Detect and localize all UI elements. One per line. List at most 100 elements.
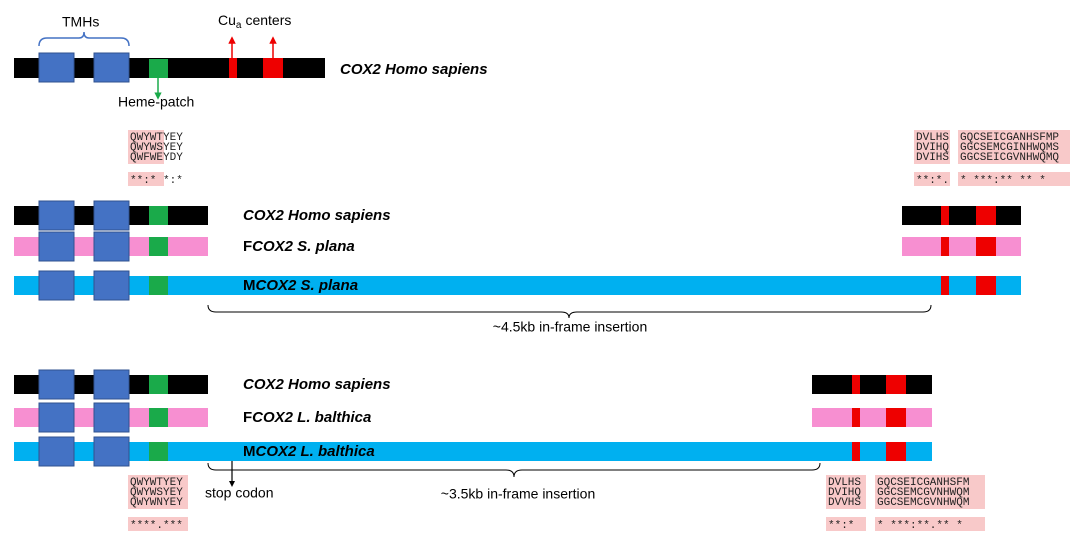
insertion-brace [207,462,821,478]
sequence-line: QWFWEYDY [130,152,183,164]
cu-label: Cua centers [218,12,291,31]
gene-label: FCOX2 S. plana [243,238,355,255]
gene-name: COX2 Homo sapiens [243,207,391,224]
gene-label: MCOX2 L. balthica [243,443,375,460]
heme-patch [149,206,168,225]
gene-name: COX2 L. balthica [256,443,375,460]
sequence-line: DVIHQ [916,142,949,154]
sequence-line: GGCSEICGVNHWQMQ [960,152,1059,164]
tmh-box [38,436,75,467]
tmh-box [38,270,75,301]
tmh-box [38,200,75,231]
sequence-line: GQCSEICGANHSFM [877,477,969,489]
gene-label: MCOX2 S. plana [243,277,358,294]
cu-site [263,58,283,78]
conservation-line: * ***:**.** * [877,520,963,532]
sequence-line: QWYWSYEY [130,487,183,499]
alignment-bg [128,517,188,531]
gene-label: COX2 Homo sapiens [340,61,488,78]
conservation-line: * ***:** ** * [960,175,1046,187]
heme-patch [149,276,168,295]
gene-bar [14,58,325,78]
tmh-box [93,52,130,83]
alignment-bg [826,475,866,509]
tmh-box [93,369,130,400]
tmh-box [93,402,130,433]
heme-patch [149,237,168,256]
heme-label: Heme-patch [118,94,194,110]
conservation-line: **:* *:* [130,175,183,187]
sequence-line: QWYWTYEY [130,132,183,144]
sequence-line: DVIHS [916,152,949,164]
cu-site [852,408,860,427]
heme-patch [149,375,168,394]
gene-bar [902,237,1021,256]
conservation-line: ****.*** [130,520,183,532]
insertion-label: ~3.5kb in-frame insertion [441,486,595,502]
insertion-label: ~4.5kb in-frame insertion [493,319,647,335]
cu-site [886,442,906,461]
gene-prefix: M [243,277,256,294]
cu-site [886,375,906,394]
gene-prefix: M [243,443,256,460]
gene-bar [902,206,1021,225]
tmh-box [93,231,130,262]
gene-prefix: F [243,409,252,426]
cu-site [886,408,906,427]
heme-patch [149,408,168,427]
alignment-bg [914,130,950,164]
stop-label: stop codon [205,485,274,501]
alignment-bg [875,475,985,509]
alignment-bg [128,172,164,186]
alignment-bg [958,130,1070,164]
gene-bar [14,276,1021,295]
gene-bar [812,375,932,394]
sequence-line: GGCSEMCGVNHWQM [877,497,969,509]
tmh-box [93,200,130,231]
sequence-line: GGCSEMCGINHWQMS [960,142,1059,154]
tmh-bracket [38,31,130,47]
sequence-line: QWYWTYEY [130,477,183,489]
cu-site [976,276,996,295]
cu-site [976,206,996,225]
gene-name: COX2 L. balthica [252,409,371,426]
gene-bar [812,408,932,427]
cu-site [229,58,237,78]
tmhs-label: TMHs [62,14,99,30]
cu-site [976,237,996,256]
sequence-line: QWYWNYEY [130,497,183,509]
tmh-box [93,270,130,301]
cu-site [941,237,949,256]
cu-site [852,375,860,394]
heme-patch [149,442,168,461]
gene-name: COX2 S. plana [256,277,359,294]
alignment-bg [914,172,950,186]
sequence-line: GGCSEMCGVNHWQM [877,487,969,499]
alignment-bg [875,517,985,531]
conservation-line: **:*. [916,175,949,187]
gene-name: COX2 Homo sapiens [243,376,391,393]
alignment-bg [826,517,866,531]
alignment-bg [958,172,1070,186]
tmh-box [93,436,130,467]
tmh-box [38,369,75,400]
gene-label: FCOX2 L. balthica [243,409,371,426]
sequence-line: DVLHS [828,477,861,489]
tmh-box [38,231,75,262]
heme-patch [149,59,168,78]
alignment-bg [128,130,164,164]
alignment-bg [128,475,188,509]
tmh-box [38,402,75,433]
cu-site [852,442,860,461]
insertion-brace [207,304,932,319]
cu-site [941,206,949,225]
gene-bar [14,442,932,461]
gene-name: COX2 S. plana [252,238,355,255]
conservation-line: **:* [828,520,854,532]
gene-prefix: F [243,238,252,255]
gene-label: COX2 Homo sapiens [243,207,391,224]
sequence-line: DVIHQ [828,487,861,499]
sequence-line: QWYWSYEY [130,142,183,154]
tmh-box [38,52,75,83]
